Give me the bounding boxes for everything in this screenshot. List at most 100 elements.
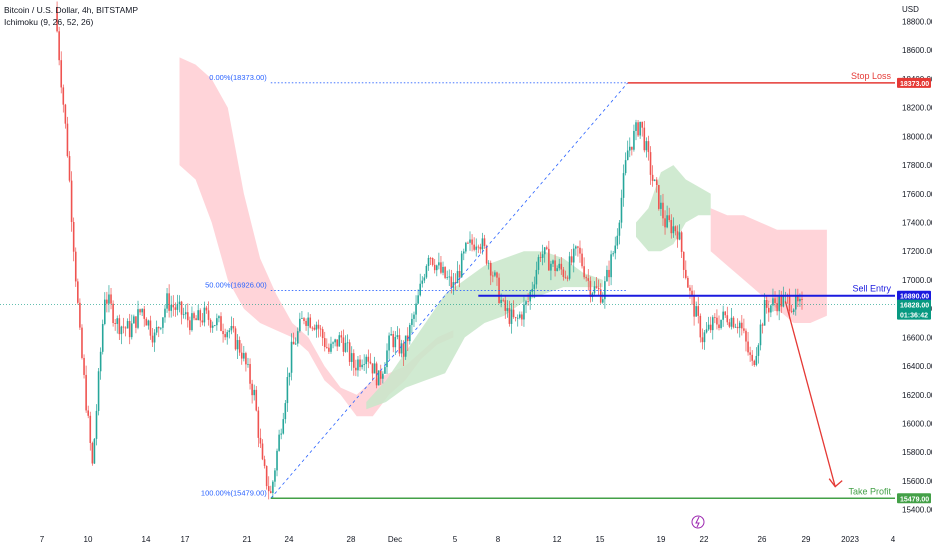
candle-body bbox=[402, 343, 405, 357]
candle-body bbox=[660, 202, 662, 209]
candle-body bbox=[516, 317, 519, 319]
candle-body bbox=[388, 335, 390, 351]
candle-body bbox=[707, 324, 710, 330]
candle-body bbox=[620, 197, 623, 223]
candle-body bbox=[747, 341, 749, 353]
time-tick: 28 bbox=[347, 535, 356, 544]
candle-body bbox=[556, 268, 558, 272]
candle-body bbox=[95, 410, 98, 439]
candle-body bbox=[157, 327, 160, 329]
candle-body bbox=[570, 256, 573, 263]
time-axis[interactable]: 7 10 14 17 21 24 28 Dec 5 8 12 15 19 22 26 29 2023 4 bbox=[0, 515, 932, 550]
candle-body bbox=[510, 309, 513, 324]
candle-body bbox=[124, 327, 127, 329]
indicator-title[interactable]: Ichimoku (9, 26, 52, 26) bbox=[4, 17, 94, 27]
candle-body bbox=[120, 326, 123, 335]
candle-body bbox=[288, 372, 291, 378]
candle-body bbox=[664, 218, 666, 228]
candle-body bbox=[745, 330, 747, 342]
candle-body bbox=[523, 304, 525, 320]
take-profit-price-label: 15479.00 bbox=[900, 496, 929, 503]
candle-body bbox=[286, 377, 289, 404]
candle-body bbox=[108, 294, 110, 304]
candle-body bbox=[676, 231, 679, 240]
candle-body bbox=[369, 361, 372, 364]
candle-body bbox=[375, 363, 378, 386]
candle-body bbox=[757, 345, 760, 356]
candle-body bbox=[587, 278, 590, 281]
price-axis[interactable]: USD18800.0018600.0018400.0018200.0018000… bbox=[895, 0, 932, 550]
candle-body bbox=[122, 326, 125, 328]
candle-body bbox=[628, 146, 631, 151]
candle-body bbox=[763, 299, 766, 326]
candle-body bbox=[311, 327, 314, 329]
candle-body bbox=[487, 262, 490, 264]
candle-body bbox=[521, 314, 523, 320]
candle-body bbox=[149, 320, 152, 336]
candle-body bbox=[635, 122, 637, 131]
candle-body bbox=[340, 335, 343, 338]
candle-body bbox=[386, 350, 388, 368]
candle-body bbox=[265, 465, 268, 487]
candle-body bbox=[577, 246, 579, 248]
candle-body bbox=[442, 266, 444, 273]
candle-body bbox=[743, 328, 745, 331]
candle-body bbox=[709, 324, 712, 331]
candle-body bbox=[797, 295, 799, 302]
candle-body bbox=[145, 318, 148, 326]
candle-body bbox=[446, 277, 448, 278]
candle-body bbox=[379, 370, 382, 379]
candle-body bbox=[792, 309, 795, 312]
candle-body bbox=[253, 389, 255, 396]
candle-body bbox=[184, 312, 187, 315]
level-lines: 0.00%(18373.00) 50.00%(16926.00) 100.00%(1… bbox=[0, 71, 895, 500]
candle-body bbox=[506, 308, 509, 311]
candle-body bbox=[189, 320, 191, 331]
candle-body bbox=[143, 308, 146, 319]
candle-body bbox=[622, 173, 625, 198]
ichimoku-bull-cloud-2 bbox=[636, 165, 711, 252]
candle-body bbox=[128, 321, 131, 338]
symbol-title[interactable]: Bitcoin / U.S. Dollar, 4h, BITSTAMP bbox=[4, 5, 138, 15]
candle-body bbox=[755, 355, 758, 366]
candle-body bbox=[166, 293, 168, 309]
candle-body bbox=[89, 415, 92, 443]
candle-body bbox=[172, 304, 175, 308]
candle-body bbox=[413, 314, 415, 319]
candle-body bbox=[118, 318, 121, 335]
candle-body bbox=[562, 269, 565, 277]
candle-body bbox=[637, 122, 639, 136]
candle-body bbox=[267, 486, 270, 492]
candle-body bbox=[292, 341, 295, 345]
candle-body bbox=[247, 363, 249, 365]
time-tick: 24 bbox=[285, 535, 294, 544]
candle-body bbox=[257, 410, 260, 438]
candle-body bbox=[504, 300, 507, 311]
candle-body bbox=[174, 307, 177, 310]
candle-body bbox=[178, 301, 181, 305]
candle-body bbox=[296, 331, 299, 344]
candle-body bbox=[730, 317, 733, 327]
candle-body bbox=[458, 271, 461, 278]
candle-body bbox=[373, 363, 376, 374]
candle-body bbox=[313, 327, 316, 330]
projection-arrow bbox=[784, 301, 836, 487]
candle-body bbox=[631, 146, 633, 150]
candle-body bbox=[693, 295, 695, 317]
candle-body bbox=[575, 246, 577, 249]
candle-body bbox=[494, 272, 496, 276]
candle-body bbox=[243, 353, 245, 359]
candle-body bbox=[502, 299, 504, 301]
price-tick: 18800.00 bbox=[902, 18, 932, 27]
candle-body bbox=[436, 265, 438, 271]
candle-body bbox=[604, 281, 606, 300]
candle-body bbox=[790, 311, 793, 312]
candle-body bbox=[429, 257, 432, 259]
candle-body bbox=[662, 202, 664, 219]
candle-body bbox=[336, 339, 338, 347]
candle-body bbox=[626, 150, 629, 161]
candle-body bbox=[799, 298, 801, 302]
candle-body bbox=[392, 334, 395, 348]
candle-body bbox=[552, 260, 554, 264]
